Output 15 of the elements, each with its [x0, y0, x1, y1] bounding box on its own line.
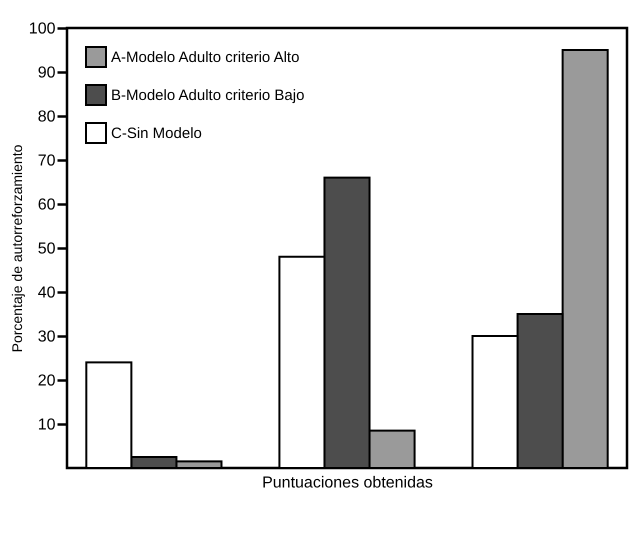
y-tick-label: 80: [38, 108, 56, 126]
y-axis-title: Porcentaje de autorreforzamiento: [8, 144, 25, 352]
legend-label: C-Sin Modelo: [111, 125, 202, 142]
y-tick-label: 100: [28, 20, 56, 38]
legend-label: B-Modelo Adulto criterio Bajo: [111, 87, 304, 104]
y-tick-label: 30: [38, 328, 56, 346]
legend-label: A-Modelo Adulto criterio Alto: [111, 49, 300, 66]
y-tick-label: 20: [38, 372, 56, 390]
y-tick-label: 70: [38, 152, 56, 170]
y-tick-label: 60: [38, 196, 56, 214]
y-tick-label: 90: [38, 64, 56, 82]
x-axis-title: Puntuaciones obtenidas: [262, 474, 433, 492]
y-tick-label: 50: [38, 240, 56, 258]
y-tick-label: 10: [38, 416, 56, 434]
y-tick-label: 40: [38, 284, 56, 302]
